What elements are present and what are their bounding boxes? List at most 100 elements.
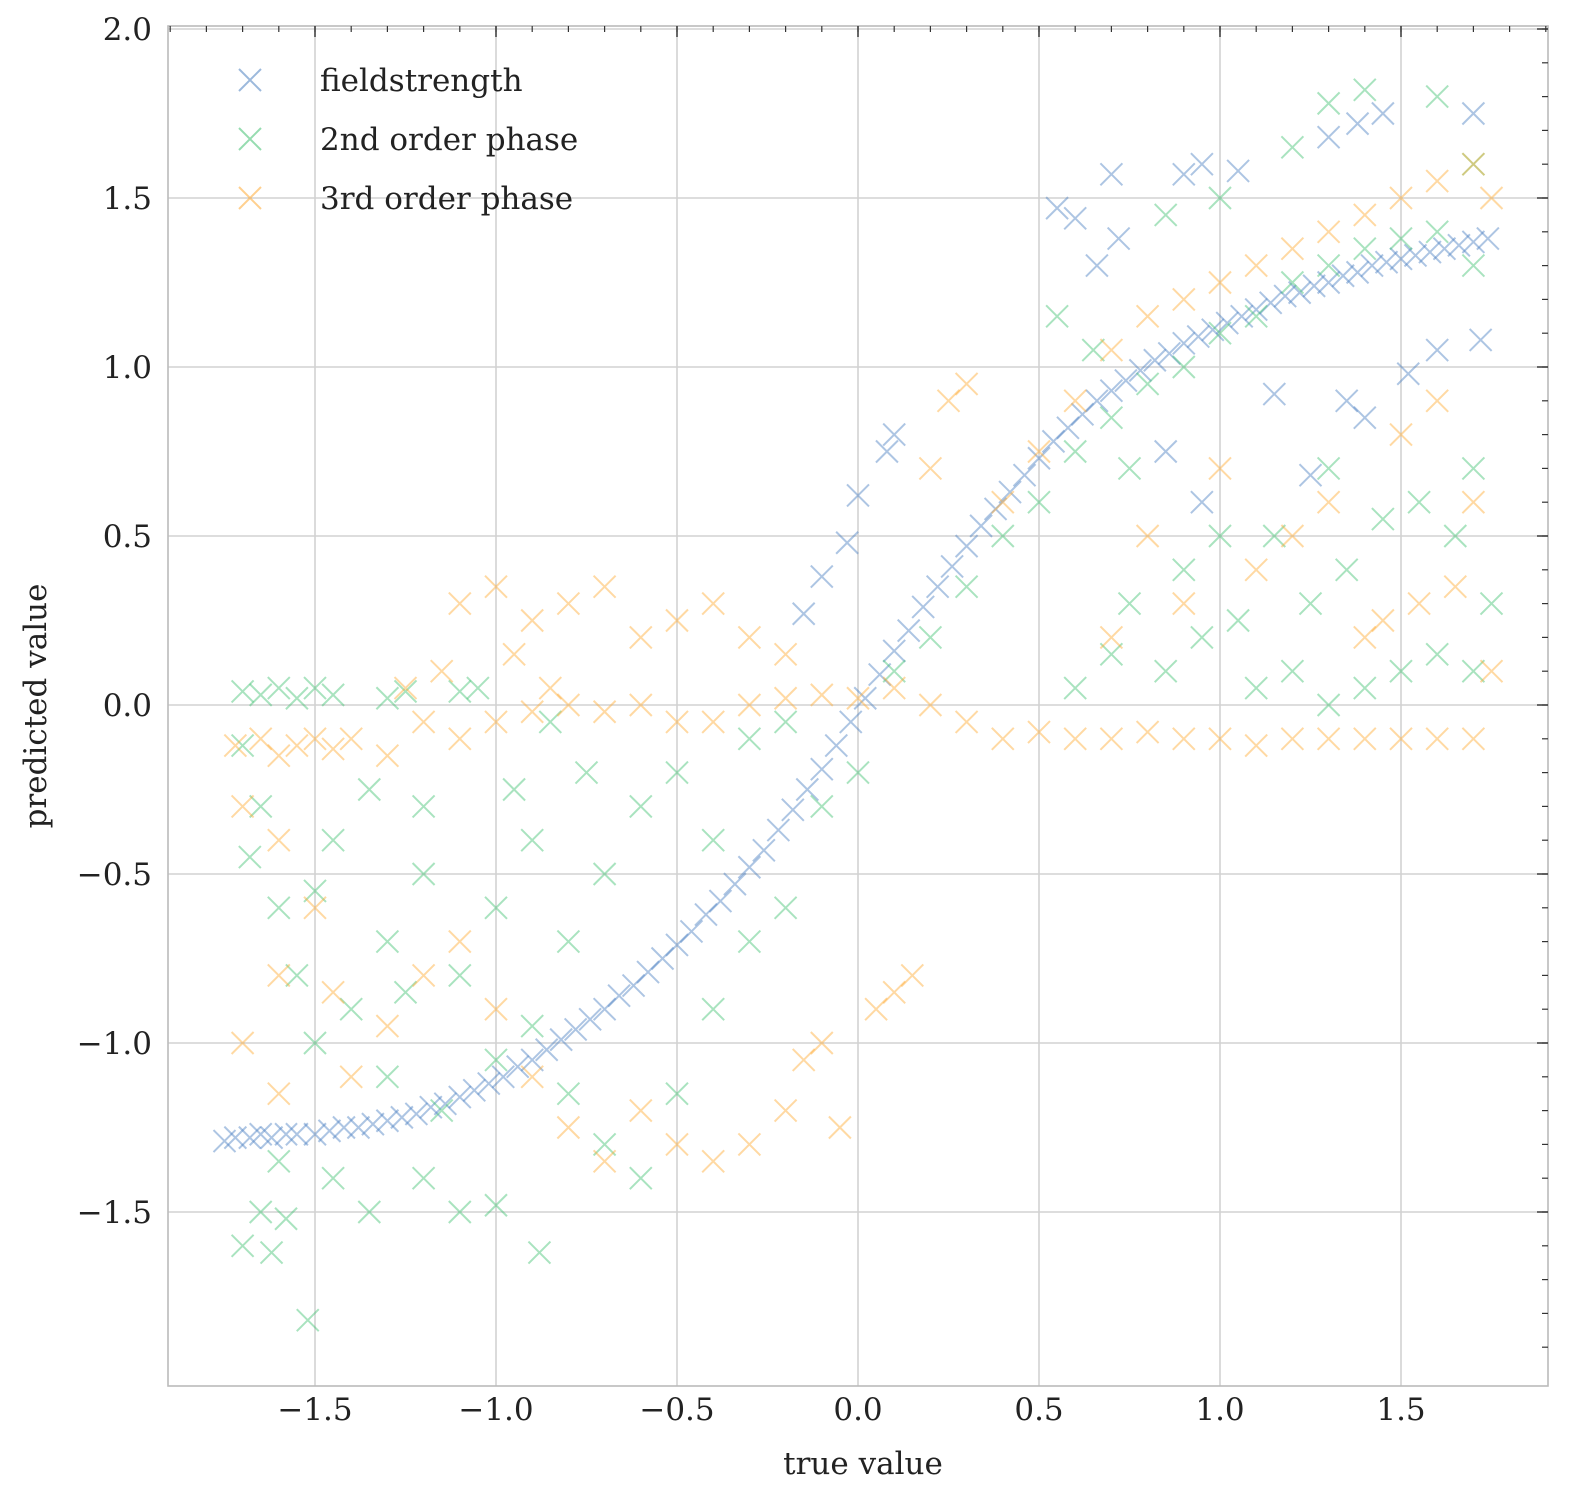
data-point	[737, 1132, 762, 1157]
y-tick-label: −1.0	[77, 1026, 152, 1062]
data-point	[1190, 490, 1214, 514]
data-point	[375, 743, 400, 768]
data-point	[267, 896, 291, 920]
data-point	[491, 1065, 515, 1089]
x-tick-label: 0.0	[833, 1392, 882, 1428]
data-point	[1425, 642, 1449, 667]
data-point	[1389, 186, 1413, 210]
data-point	[484, 574, 508, 599]
data-point	[1273, 284, 1297, 308]
data-point	[411, 963, 436, 988]
data-point	[1302, 274, 1326, 298]
data-point	[549, 1027, 573, 1052]
data-point	[1425, 338, 1449, 362]
data-point	[230, 733, 255, 758]
legend-marker	[238, 186, 262, 210]
data-point	[1353, 676, 1377, 700]
data-point	[411, 794, 436, 819]
data-point	[1461, 101, 1486, 126]
data-point	[1476, 226, 1500, 251]
data-point	[665, 710, 689, 734]
data-point	[484, 896, 508, 920]
data-point	[1172, 287, 1196, 312]
data-point	[321, 980, 345, 1005]
data-point	[1012, 463, 1037, 487]
data-point	[810, 757, 834, 781]
data-point	[1027, 490, 1051, 514]
data-point	[810, 794, 834, 819]
data-point	[375, 686, 400, 710]
data-point	[918, 456, 943, 481]
data-point	[556, 929, 581, 954]
data-point	[520, 608, 544, 633]
data-point	[1287, 280, 1312, 305]
data-point	[1331, 264, 1355, 288]
data-point	[773, 642, 798, 667]
data-point	[484, 710, 508, 734]
data-point	[1041, 429, 1066, 454]
data-point	[1172, 331, 1196, 356]
x-tick-label: 0.5	[1014, 1392, 1063, 1428]
data-point	[1262, 382, 1287, 406]
data-point	[433, 1092, 458, 1116]
data-point	[1135, 524, 1160, 548]
data-point	[1085, 253, 1109, 278]
data-point	[1334, 558, 1359, 582]
data-point	[665, 1132, 689, 1157]
data-point	[1280, 659, 1305, 683]
data-point	[1396, 362, 1420, 386]
y-tick-label: −1.5	[77, 1195, 152, 1231]
data-point	[390, 1105, 414, 1130]
data-point	[864, 997, 888, 1021]
data-point	[810, 1031, 834, 1055]
data-point	[1117, 456, 1142, 481]
data-point	[506, 1054, 530, 1079]
data-point	[810, 683, 834, 707]
data-point	[791, 602, 816, 626]
data-point	[1099, 727, 1124, 751]
data-point	[285, 1122, 309, 1146]
data-point	[592, 862, 617, 886]
data-point	[296, 1308, 320, 1332]
data-point	[773, 1098, 798, 1123]
data-point	[1461, 253, 1486, 278]
data-point	[520, 1014, 544, 1038]
data-point	[1407, 591, 1431, 616]
data-point	[737, 855, 762, 879]
data-point	[1374, 250, 1399, 274]
data-point	[285, 963, 309, 988]
data-point	[1027, 446, 1051, 470]
legend-label: fieldstrength	[320, 63, 523, 99]
data-point	[1063, 206, 1087, 230]
data-point	[868, 662, 892, 687]
data-point	[1360, 253, 1384, 278]
data-point	[1280, 135, 1305, 160]
data-point	[1063, 676, 1087, 700]
y-tick-label: 1.0	[103, 350, 152, 386]
data-point	[1316, 693, 1341, 717]
data-point	[448, 591, 472, 616]
data-point	[1244, 676, 1268, 700]
data-point	[650, 946, 675, 971]
data-point	[1201, 318, 1225, 342]
data-point	[1425, 84, 1449, 109]
data-point	[1407, 490, 1431, 514]
data-point	[1479, 659, 1504, 683]
legend-label: 3rd order phase	[320, 181, 573, 217]
y-axis-label: predicted value	[18, 584, 54, 829]
data-point	[1215, 311, 1239, 335]
data-point	[448, 679, 472, 704]
data-point	[520, 1065, 544, 1089]
data-point	[1153, 439, 1178, 464]
legend-marker	[238, 127, 262, 151]
data-point	[629, 625, 653, 650]
data-point	[339, 997, 363, 1021]
data-point	[1418, 240, 1442, 264]
data-point	[527, 1240, 552, 1265]
data-point	[1298, 591, 1323, 616]
data-point	[303, 727, 327, 751]
data-point	[1403, 243, 1428, 268]
data-point	[411, 1166, 436, 1190]
data-point	[520, 1048, 544, 1072]
